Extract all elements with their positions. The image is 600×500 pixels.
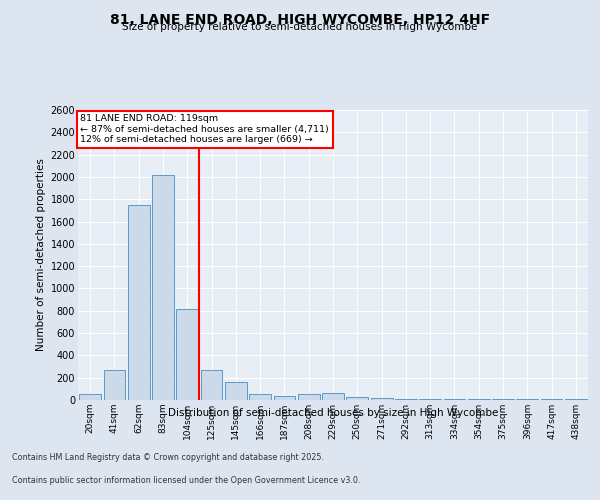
Text: Distribution of semi-detached houses by size in High Wycombe: Distribution of semi-detached houses by … xyxy=(168,408,498,418)
Bar xyxy=(200,370,223,400)
Y-axis label: Number of semi-detached properties: Number of semi-detached properties xyxy=(37,158,46,352)
Text: Size of property relative to semi-detached houses in High Wycombe: Size of property relative to semi-detach… xyxy=(122,22,478,32)
Bar xyxy=(249,394,271,400)
Text: Contains public sector information licensed under the Open Government Licence v3: Contains public sector information licen… xyxy=(12,476,361,485)
Bar xyxy=(322,393,344,400)
Bar xyxy=(395,399,417,400)
Bar xyxy=(274,396,295,400)
Text: 81 LANE END ROAD: 119sqm
← 87% of semi-detached houses are smaller (4,711)
12% o: 81 LANE END ROAD: 119sqm ← 87% of semi-d… xyxy=(80,114,329,144)
Text: Contains HM Land Registry data © Crown copyright and database right 2025.: Contains HM Land Registry data © Crown c… xyxy=(12,454,324,462)
Bar xyxy=(371,398,392,400)
Bar xyxy=(225,382,247,400)
Bar xyxy=(152,174,174,400)
Bar xyxy=(79,394,101,400)
Text: 81, LANE END ROAD, HIGH WYCOMBE, HP12 4HF: 81, LANE END ROAD, HIGH WYCOMBE, HP12 4H… xyxy=(110,12,490,26)
Bar xyxy=(176,308,198,400)
Bar xyxy=(298,394,320,400)
Bar xyxy=(346,396,368,400)
Bar xyxy=(128,205,149,400)
Bar xyxy=(104,370,125,400)
